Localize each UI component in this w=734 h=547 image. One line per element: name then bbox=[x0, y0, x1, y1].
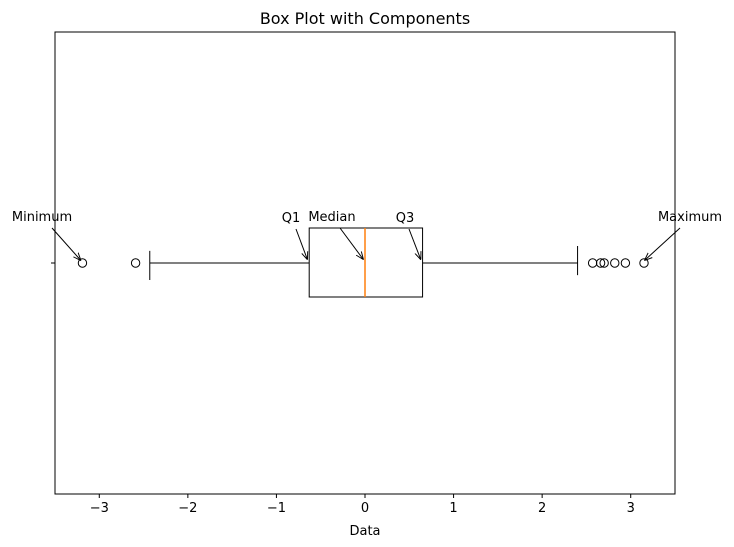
minimum-arrow bbox=[51, 227, 80, 260]
outlier-point bbox=[620, 258, 631, 268]
outlier-point bbox=[639, 258, 649, 268]
maximum-arrow bbox=[645, 227, 681, 260]
annotations: Minimum Q1 Median Q3 Maximum bbox=[12, 210, 722, 260]
box-iqr bbox=[308, 227, 424, 298]
q3-label: Q3 bbox=[396, 211, 415, 226]
maximum-label: Maximum bbox=[658, 210, 722, 225]
x-tick-label: 0 bbox=[361, 501, 369, 516]
x-axis-ticks: −3 −2 −1 0 1 2 3 bbox=[90, 494, 635, 516]
outlier-point bbox=[595, 258, 606, 268]
outlier-point bbox=[599, 258, 609, 268]
x-tick-label: 1 bbox=[449, 501, 457, 516]
x-tick-label: 3 bbox=[627, 501, 635, 516]
outlier-point bbox=[587, 258, 598, 268]
outlier-point bbox=[77, 258, 88, 268]
outlier-point bbox=[610, 258, 620, 268]
box-plot bbox=[77, 227, 649, 298]
outlier-point bbox=[130, 258, 141, 268]
q1-arrow bbox=[295, 228, 307, 259]
median-label: Median bbox=[308, 210, 355, 225]
median-arrow bbox=[339, 227, 363, 259]
chart-title: Box Plot with Components bbox=[260, 9, 470, 28]
minimum-label: Minimum bbox=[12, 210, 72, 225]
q3-arrow bbox=[408, 228, 421, 259]
x-tick-label: 2 bbox=[538, 501, 546, 516]
x-tick-label: −2 bbox=[178, 501, 197, 516]
x-tick-label: −3 bbox=[90, 501, 109, 516]
x-tick-label: −1 bbox=[267, 501, 286, 516]
q1-label: Q1 bbox=[282, 211, 301, 226]
x-axis-label: Data bbox=[349, 524, 380, 539]
